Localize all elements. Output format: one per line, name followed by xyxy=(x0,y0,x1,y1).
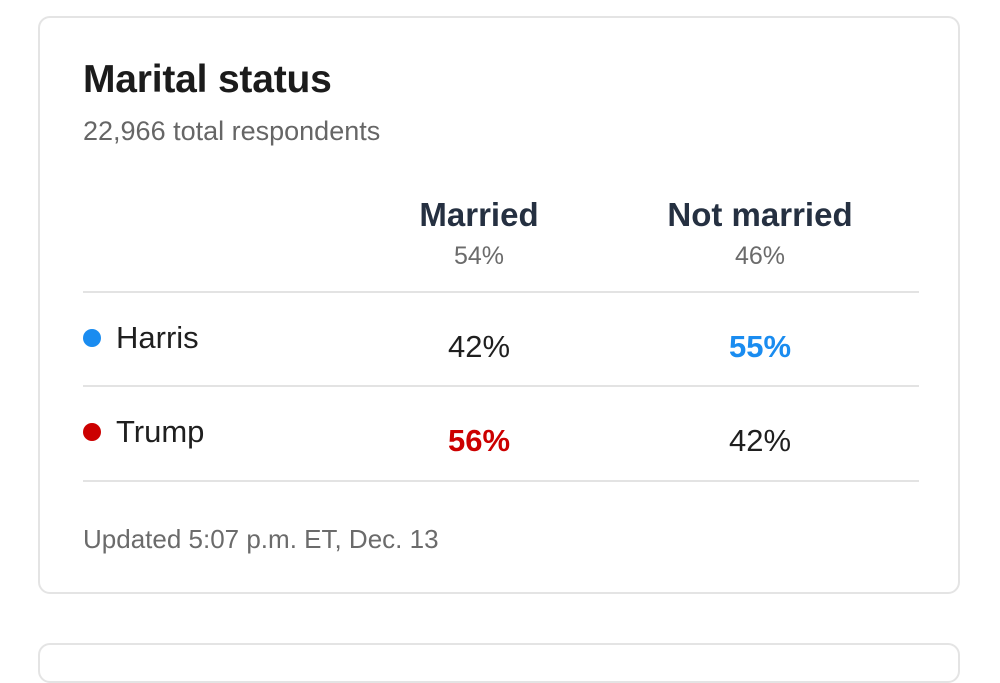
header-divider xyxy=(83,291,919,293)
cell-harris-married: 42% xyxy=(447,329,511,364)
row-divider xyxy=(83,385,919,387)
row-label-trump: Trump xyxy=(83,414,204,450)
row-label-harris: Harris xyxy=(83,320,199,356)
column-label: Married xyxy=(419,196,539,233)
cell-trump-not-married: 42% xyxy=(728,423,792,458)
cell-trump-married: 56% xyxy=(447,423,511,458)
updated-timestamp: Updated 5:07 p.m. ET, Dec. 13 xyxy=(83,524,439,554)
row-divider xyxy=(83,480,919,482)
next-card xyxy=(38,643,960,683)
card-title: Marital status xyxy=(83,58,332,101)
cell-harris-not-married: 55% xyxy=(728,329,792,364)
harris-dot-icon xyxy=(83,329,101,347)
respondents-count: 22,966 total respondents xyxy=(83,116,381,146)
exit-poll-card: Marital status 22,966 total respondents … xyxy=(38,16,960,594)
column-header-married: Married 54% xyxy=(349,196,609,271)
column-label: Not married xyxy=(667,196,853,233)
candidate-name: Harris xyxy=(116,320,199,355)
trump-dot-icon xyxy=(83,423,101,441)
column-share: 54% xyxy=(453,242,505,270)
column-share: 46% xyxy=(734,242,786,270)
column-header-not-married: Not married 46% xyxy=(630,196,890,271)
candidate-name: Trump xyxy=(116,414,205,449)
